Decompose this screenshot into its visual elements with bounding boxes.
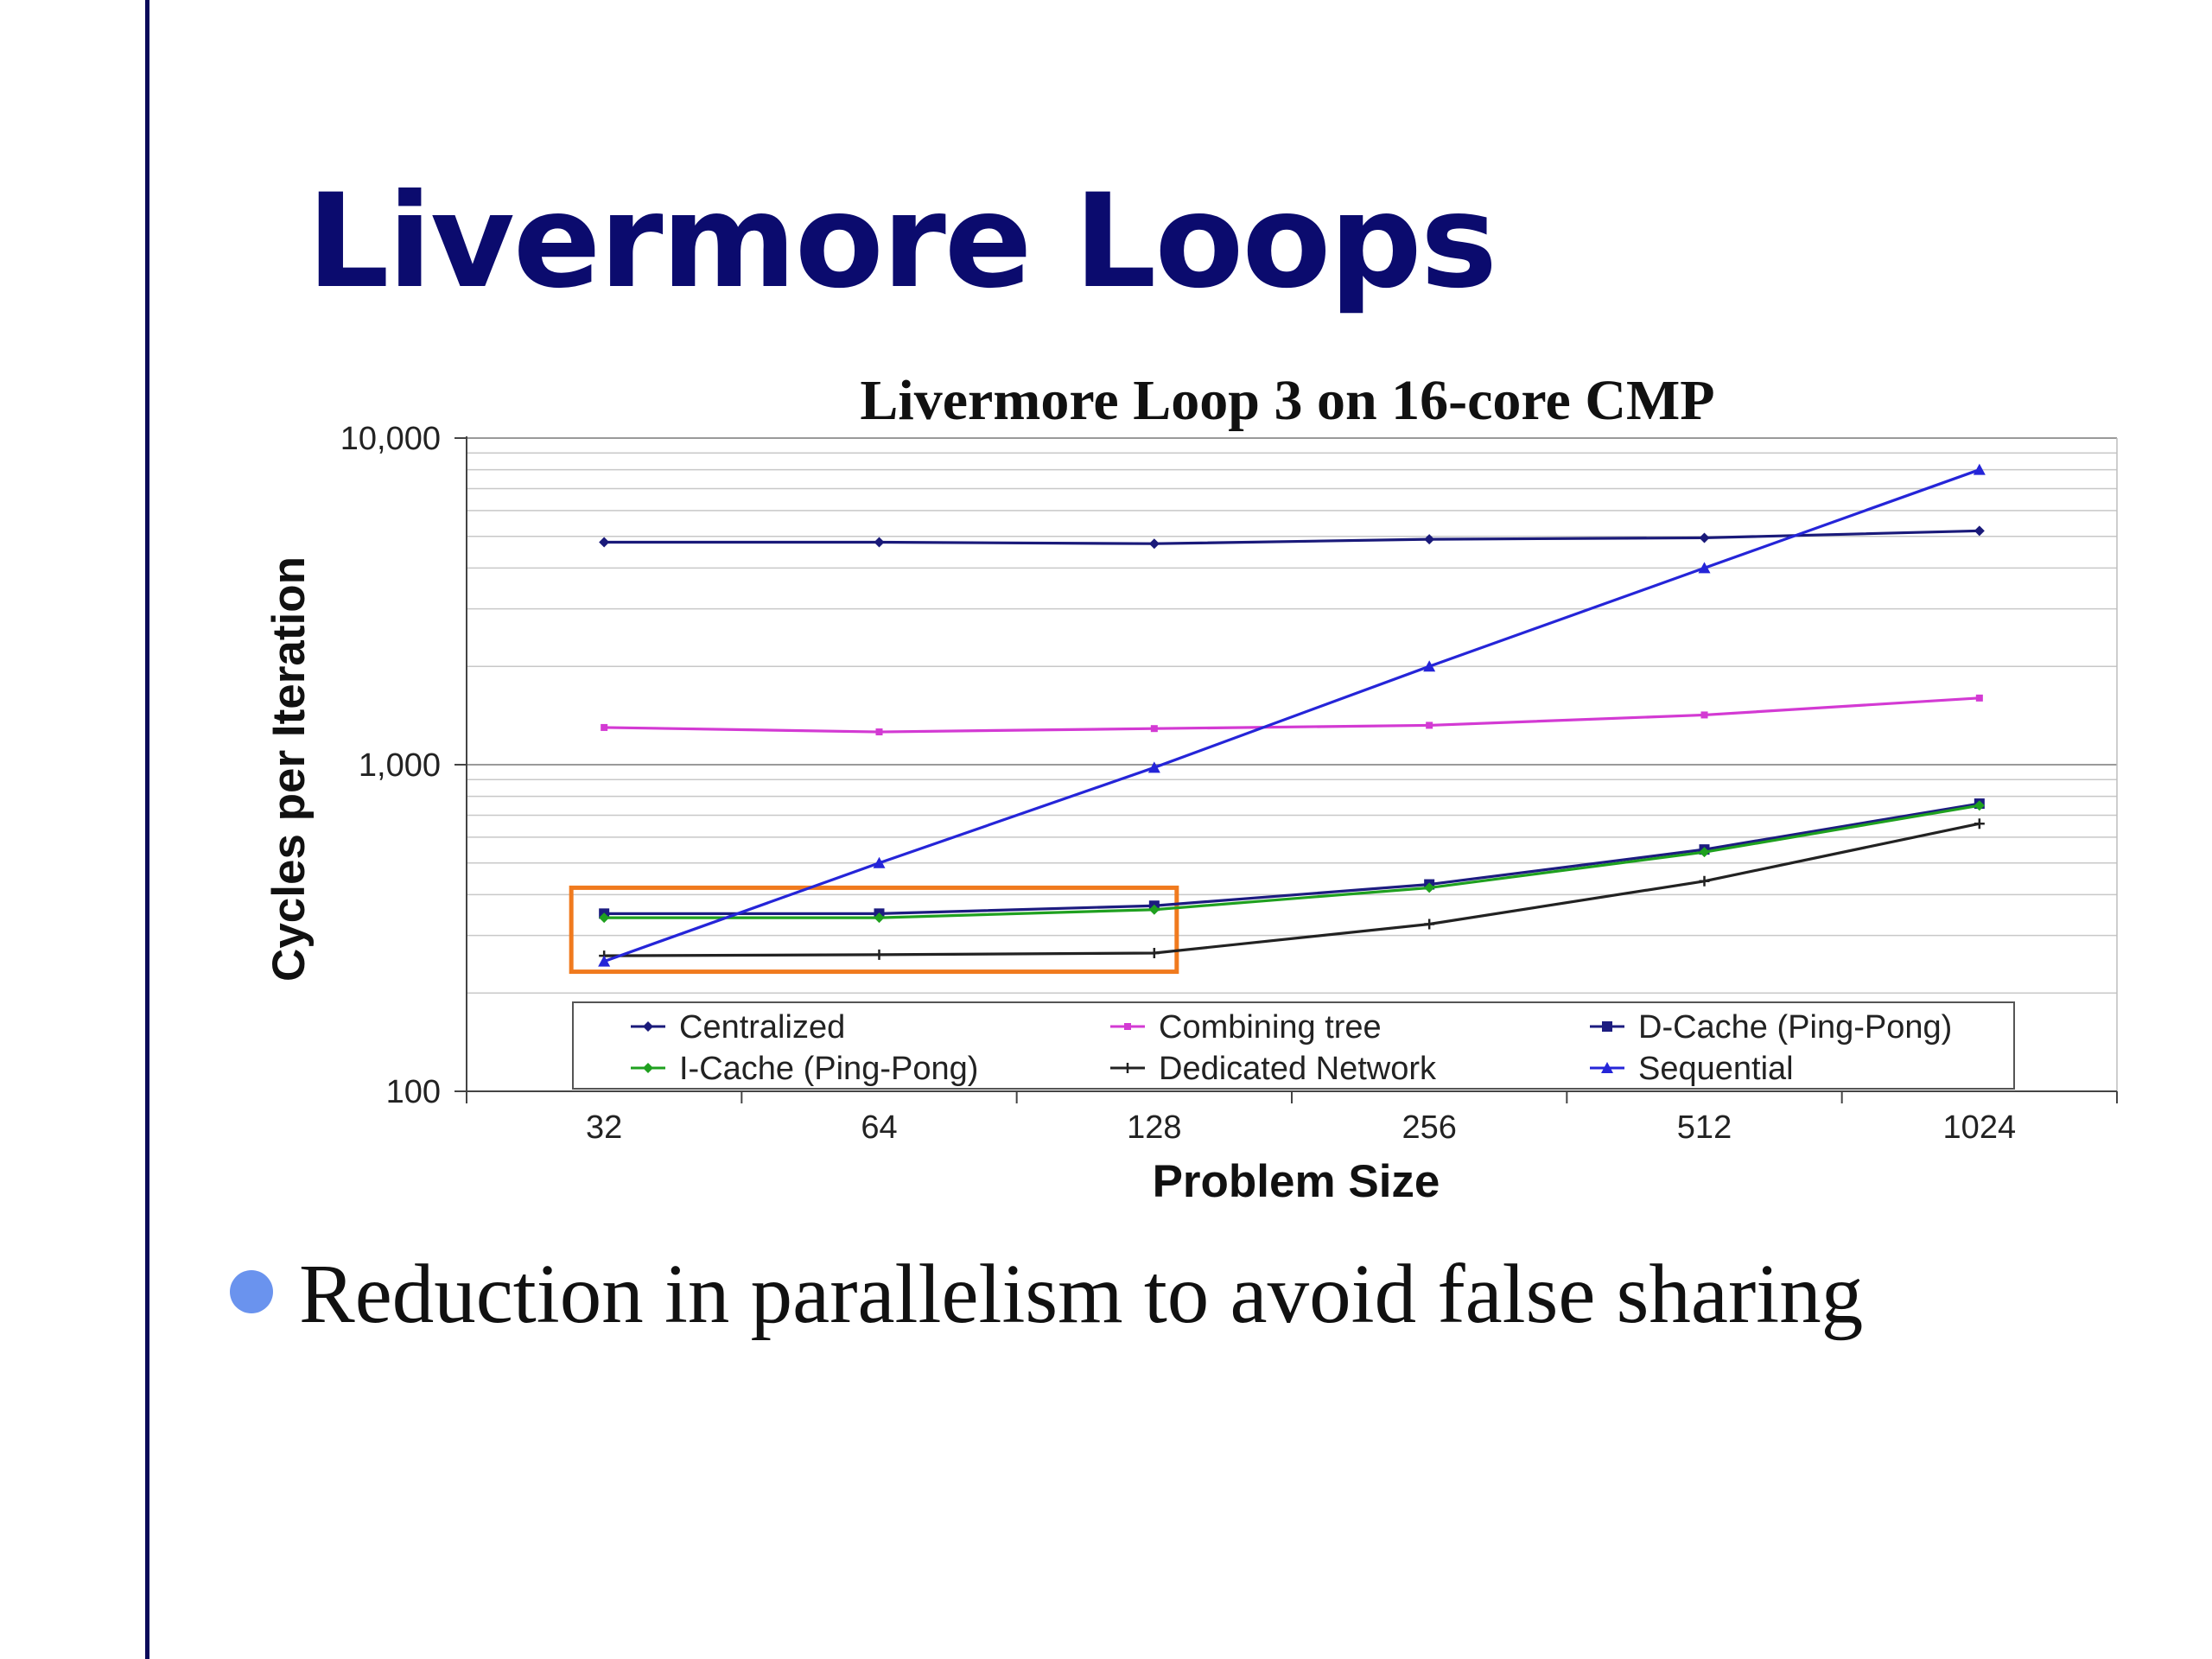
legend-item: Combining tree <box>1110 1009 1382 1046</box>
chart-axes <box>454 436 2118 1103</box>
data-point <box>874 537 885 548</box>
data-point <box>1975 694 1983 702</box>
series-dedicated-network <box>599 818 1985 962</box>
slide-left-rule <box>145 0 149 1659</box>
data-point <box>1147 761 1160 773</box>
legend-marker <box>1122 1063 1133 1073</box>
data-point <box>1974 525 1985 537</box>
data-point <box>1974 800 1985 811</box>
y-tick-label: 100 <box>386 1074 441 1110</box>
series-d-cache-ping-pong <box>599 798 1985 919</box>
series-sequential <box>598 463 1986 967</box>
data-point <box>1150 725 1158 733</box>
chart-series <box>598 463 1986 967</box>
chart-title: Livermore Loop 3 on 16-core CMP <box>860 369 1714 432</box>
x-tick-label: 32 <box>586 1109 622 1146</box>
data-point <box>599 912 610 924</box>
data-point <box>874 912 885 924</box>
series-line <box>604 696 1980 734</box>
data-point <box>1426 721 1433 729</box>
series-line <box>603 468 1980 963</box>
data-point <box>1148 538 1160 550</box>
legend-label: D-Cache (Ping-Pong) <box>1638 1009 1952 1046</box>
x-tick-label: 512 <box>1677 1109 1732 1146</box>
series-line <box>604 804 1980 919</box>
legend-item: Centralized <box>631 1009 845 1046</box>
data-point <box>598 955 611 967</box>
slide-title: Livermore Loops <box>307 167 1497 317</box>
legend-label: Centralized <box>679 1009 845 1046</box>
x-tick-label: 256 <box>1402 1109 1456 1146</box>
data-point <box>1424 918 1435 930</box>
legend-marker <box>1124 1023 1131 1030</box>
data-point <box>874 949 885 960</box>
data-point <box>1698 562 1711 574</box>
data-point <box>1700 711 1708 719</box>
legend-item: I-Cache (Ping-Pong) <box>631 1051 978 1087</box>
legend-marker <box>1602 1021 1612 1032</box>
y-tick-labels: 100 1,000 10,000 <box>340 421 441 1110</box>
data-point <box>1148 904 1160 915</box>
x-tick-label: 64 <box>861 1109 897 1146</box>
legend-label: I-Cache (Ping-Pong) <box>679 1051 978 1087</box>
data-point <box>1699 875 1710 887</box>
y-tick-label: 10,000 <box>340 421 441 457</box>
legend-label: Combining tree <box>1159 1009 1382 1046</box>
series-line <box>604 822 1980 957</box>
series-line <box>604 802 1980 915</box>
x-axis-title: Problem Size <box>1153 1156 1440 1207</box>
data-point <box>1974 818 1985 830</box>
y-axis-title: Cycles per Iteration <box>264 556 315 982</box>
legend-marker <box>1601 1062 1613 1073</box>
data-point <box>1423 660 1436 672</box>
x-tick-label: 1024 <box>1943 1109 2017 1146</box>
series-i-cache-ping-pong <box>599 800 1985 924</box>
data-point <box>599 537 610 548</box>
bullet-icon <box>230 1270 273 1313</box>
legend-label: Sequential <box>1638 1051 1794 1087</box>
legend-item: Dedicated Network <box>1110 1051 1437 1087</box>
bullet-text: Reduction in parallelism to avoid false … <box>299 1248 1864 1340</box>
legend-marker <box>643 1063 653 1073</box>
chart-gridlines <box>467 437 2118 1092</box>
legend-item: Sequential <box>1590 1051 1794 1087</box>
data-point <box>1699 847 1710 858</box>
legend-label: Dedicated Network <box>1159 1051 1437 1087</box>
data-point <box>1699 532 1710 543</box>
data-point <box>1973 463 1986 475</box>
data-point <box>1148 948 1160 959</box>
legend-marker <box>643 1021 653 1032</box>
x-tick-labels: 32 64 128 256 512 1024 <box>586 1109 2016 1146</box>
highlight-box <box>569 885 1179 975</box>
x-tick-label: 128 <box>1127 1109 1181 1146</box>
data-point <box>601 723 608 731</box>
data-point <box>1424 882 1435 893</box>
data-point <box>875 728 883 736</box>
legend-item: D-Cache (Ping-Pong) <box>1590 1009 1952 1046</box>
series-combining-tree <box>601 694 1983 736</box>
chart-legend: Centralized Combining tree D-Cache (Ping-P… <box>572 1001 2015 1090</box>
legend-box <box>572 1001 2015 1090</box>
data-point <box>873 856 886 868</box>
y-tick-label: 1,000 <box>359 747 441 784</box>
series-centralized <box>599 525 1985 550</box>
data-point <box>1424 534 1435 545</box>
series-line <box>604 529 1980 545</box>
